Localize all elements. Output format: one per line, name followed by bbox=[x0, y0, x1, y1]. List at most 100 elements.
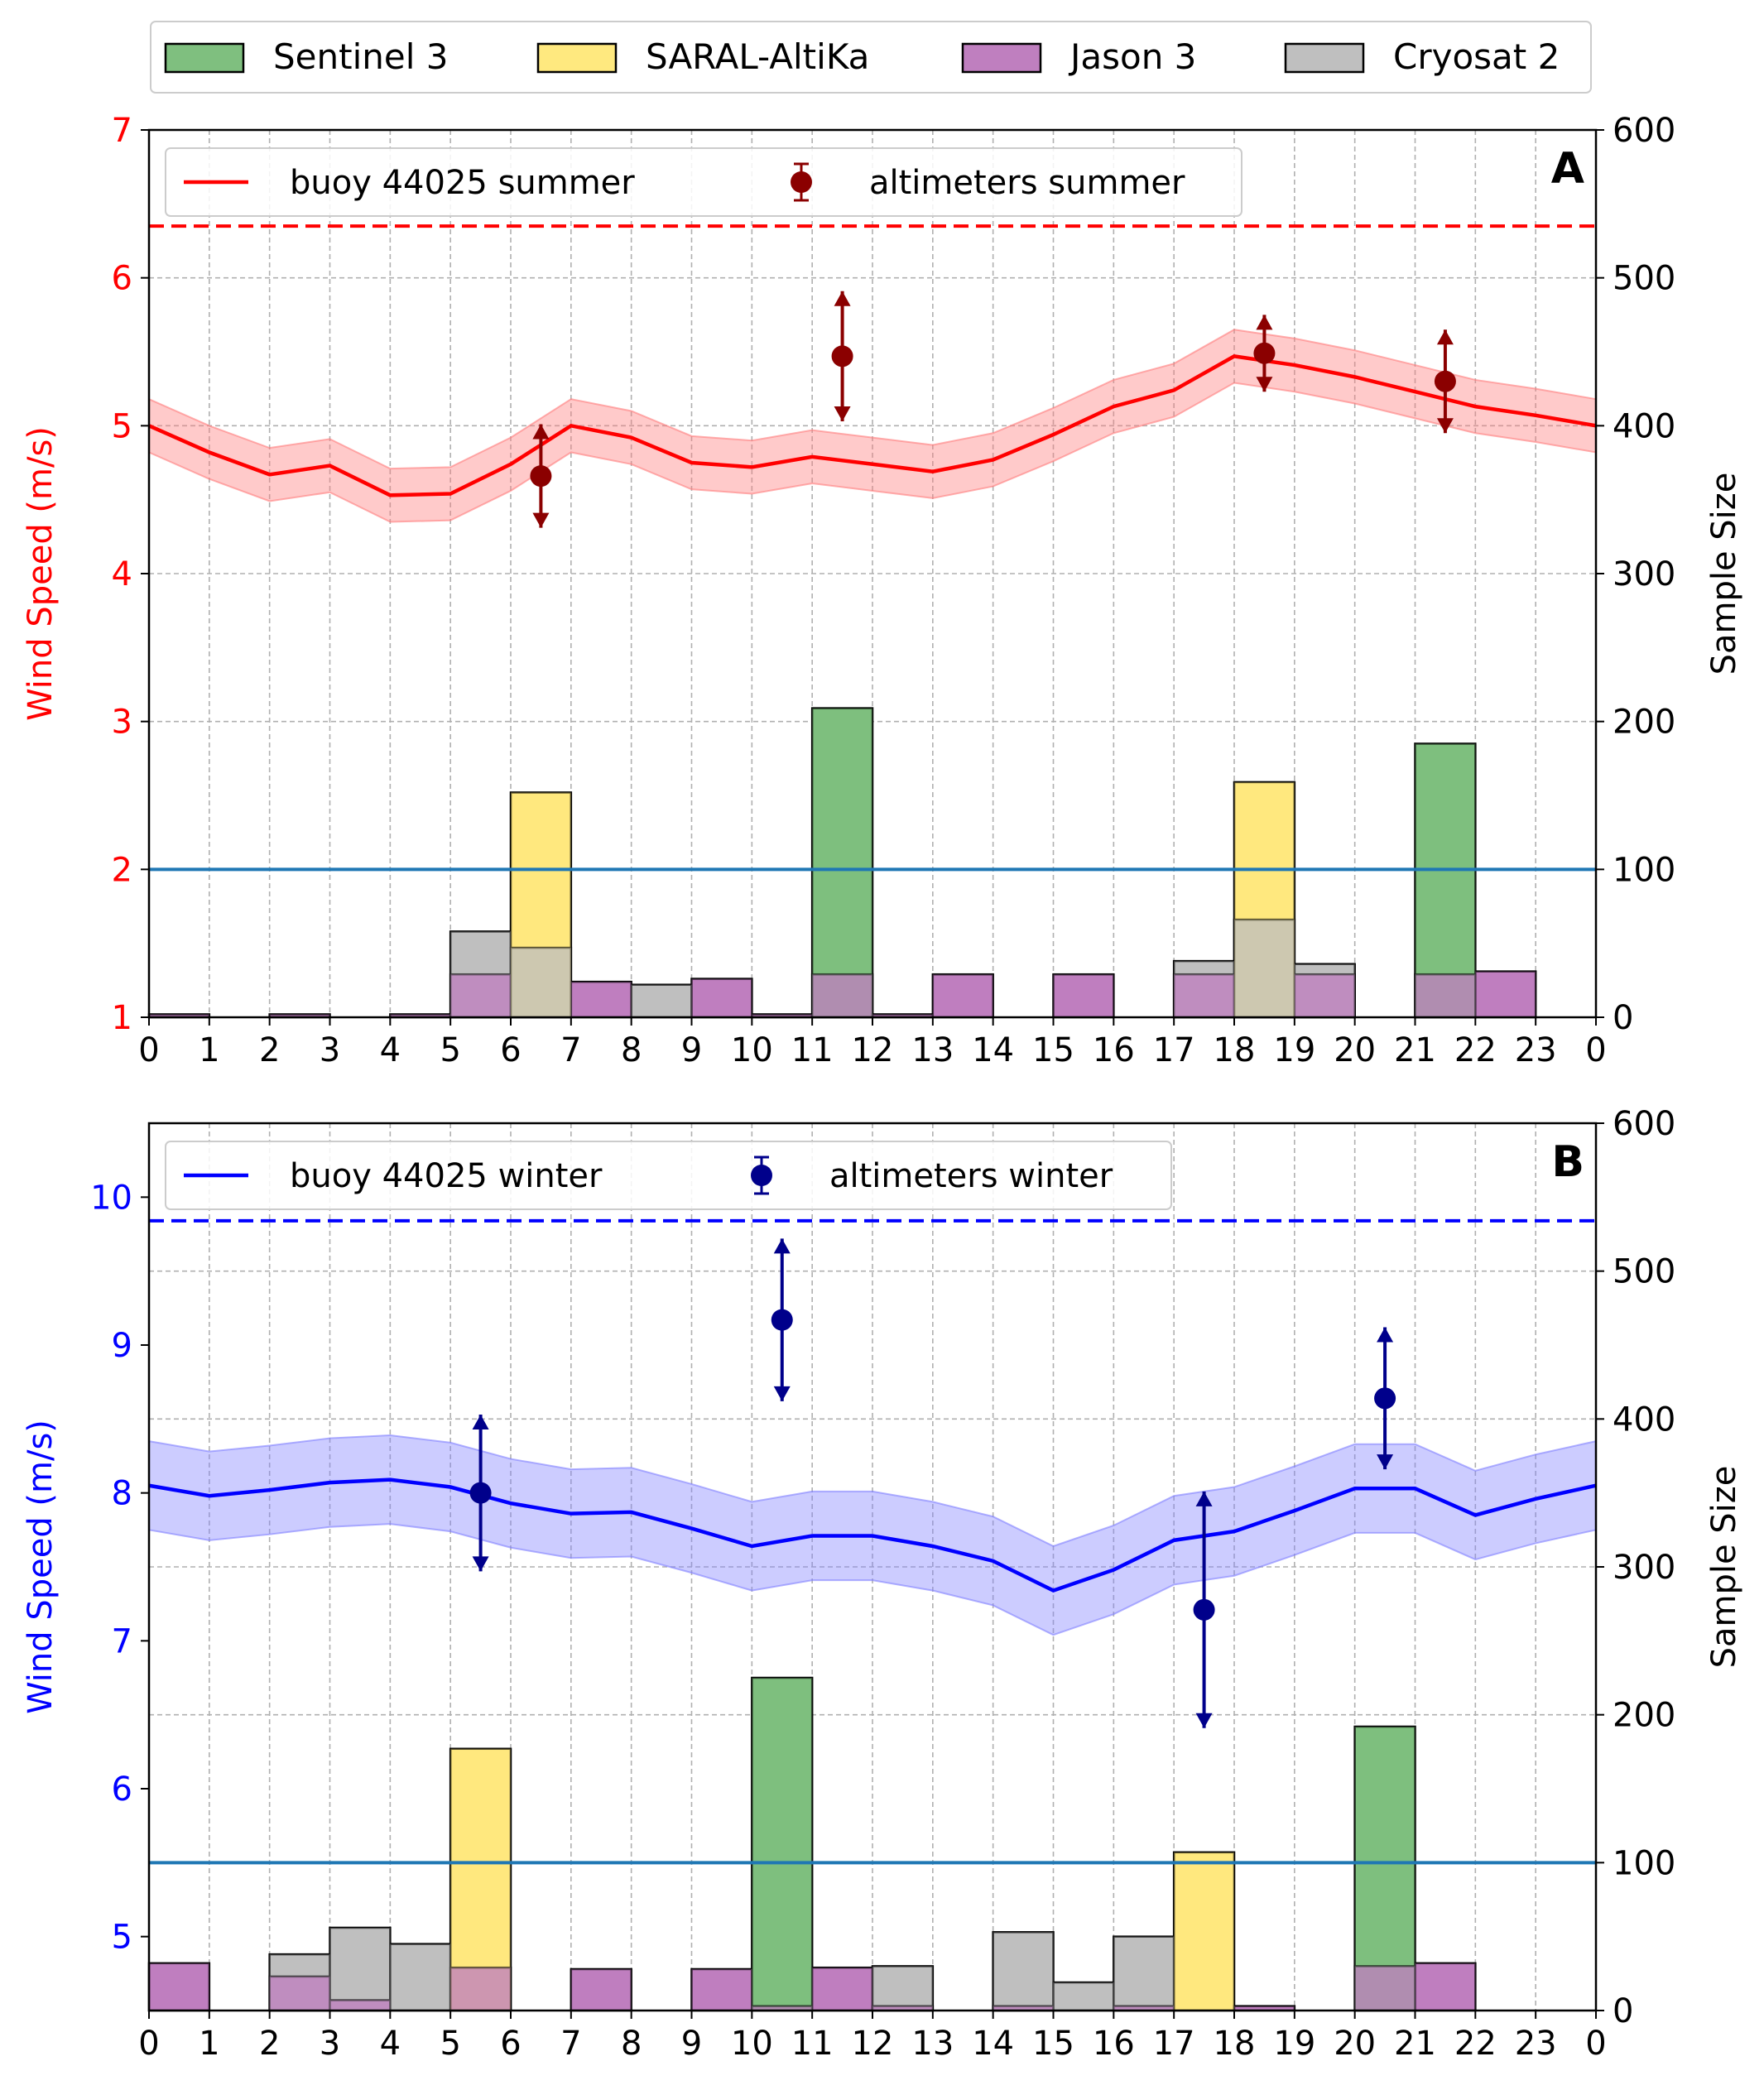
altimeter-point bbox=[530, 465, 552, 488]
x-tick-label: 11 bbox=[791, 1031, 834, 1069]
legend-label-jason-3: Jason 3 bbox=[1068, 36, 1196, 77]
x-tick-label: 0 bbox=[1585, 2025, 1606, 2063]
altimeter-point bbox=[469, 1482, 492, 1504]
bar-cryosat-2 bbox=[992, 1931, 1055, 2012]
y2-tick-label: 0 bbox=[1613, 999, 1633, 1037]
y-tick-label: 5 bbox=[112, 407, 132, 445]
legend-altimeter-marker bbox=[751, 1165, 772, 1186]
legend-swatch-sentinel-3 bbox=[164, 42, 245, 74]
bar-overlay-cryosat-2 bbox=[1053, 1982, 1114, 2011]
y2-tick-label: 400 bbox=[1613, 1401, 1675, 1439]
y2-tick-label: 600 bbox=[1613, 112, 1675, 150]
bar-overlay-jason-3 bbox=[872, 1014, 933, 1017]
x-tick-label: 23 bbox=[1515, 2025, 1557, 2063]
error-arrow-down bbox=[532, 512, 550, 528]
x-tick-label: 2 bbox=[259, 2025, 280, 2063]
panel-legend-frame bbox=[165, 1141, 1172, 1210]
bar-overlay-cryosat-2 bbox=[1113, 1936, 1175, 2011]
x-tick-label: 12 bbox=[852, 2025, 894, 2063]
error-arrow-up bbox=[1256, 315, 1273, 330]
bar-overlay-cryosat-2 bbox=[269, 1954, 330, 2011]
legend-altimeter-marker bbox=[791, 171, 812, 193]
legend-swatch-jason-3 bbox=[961, 42, 1042, 74]
x-tick-label: 1 bbox=[199, 2025, 219, 2063]
x-tick-label: 13 bbox=[911, 2025, 954, 2063]
error-arrow-up bbox=[1377, 1327, 1394, 1343]
x-tick-label: 4 bbox=[380, 1031, 401, 1069]
bar-overlay-jason-3 bbox=[450, 1967, 511, 2011]
x-tick-label: 5 bbox=[440, 1031, 460, 1069]
x-tick-label: 7 bbox=[560, 2025, 581, 2063]
bar-sentinel-3 bbox=[751, 1676, 814, 2012]
bar-overlay-jason-3 bbox=[329, 2000, 391, 2011]
y2-tick-label: 100 bbox=[1613, 851, 1675, 889]
y-tick-label: 7 bbox=[112, 112, 132, 150]
x-tick-label: 5 bbox=[440, 2025, 460, 2063]
altimeter-point bbox=[1434, 370, 1456, 392]
bar-overlay-jason-3 bbox=[691, 978, 752, 1017]
x-tick-label: 23 bbox=[1515, 1031, 1557, 1069]
panel-b: 0 1 2 3 4 5 6 7 8 9 10 11 12 13 14 15 16 17 18 19 20 21 22 23 05… bbox=[22, 1105, 1743, 2063]
x-tick-label: 3 bbox=[320, 1031, 340, 1069]
bar-cryosat-2 bbox=[329, 1926, 392, 2012]
panel-label: B bbox=[1551, 1137, 1584, 1187]
bar-overlay-jason-3 bbox=[149, 1014, 209, 1017]
bar-overlay-jason-3 bbox=[450, 974, 511, 1017]
x-tick-label: 0 bbox=[138, 1031, 159, 1069]
bar-overlay-cryosat-2 bbox=[993, 1932, 1054, 2011]
x-tick-label: 10 bbox=[731, 1031, 773, 1069]
y2-tick-label: 200 bbox=[1613, 1697, 1675, 1735]
bar-overlay-jason-3 bbox=[812, 1967, 872, 2011]
x-tick-label: 14 bbox=[972, 1031, 1014, 1069]
x-tick-label: 10 bbox=[731, 2025, 773, 2063]
bar-overlay-cryosat-2 bbox=[390, 1943, 451, 2011]
x-tick-label: 6 bbox=[500, 1031, 521, 1069]
figure-legend: Sentinel 3 SARAL-AltiKa Jason 3 Cryosat 2 bbox=[150, 21, 1592, 94]
bar-jason-3 bbox=[1414, 1962, 1477, 2012]
panel-a: 0 1 2 3 4 5 6 7 8 9 10 11 12 13 14 15 16 17 18 19 20 21 22 23 01… bbox=[22, 112, 1743, 1069]
bar-overlay-jason-3 bbox=[993, 2006, 1054, 2011]
legend-swatch-saral-altika bbox=[536, 42, 618, 74]
bar-overlay-jason-3 bbox=[570, 1968, 632, 2011]
buoy-series-line bbox=[148, 1477, 1597, 1593]
bar-overlay-cryosat-2 bbox=[329, 1927, 391, 2011]
panel-label: A bbox=[1551, 144, 1584, 194]
bar-overlay-jason-3 bbox=[1113, 2006, 1175, 2011]
x-tick-label: 21 bbox=[1394, 1031, 1436, 1069]
bar-overlay-jason-3 bbox=[812, 974, 872, 1017]
bar-overlay-saral-altika bbox=[450, 1748, 511, 2011]
figure-legend-frame bbox=[150, 21, 1592, 94]
bar-overlay-jason-3 bbox=[1354, 1966, 1416, 2011]
y-tick-label: 4 bbox=[112, 555, 132, 593]
legend-buoy-label: buoy 44025 winter bbox=[290, 1157, 603, 1195]
error-arrow-down bbox=[1436, 418, 1454, 434]
bar-overlay-cryosat-2 bbox=[1294, 963, 1355, 1017]
x-tick-label: 17 bbox=[1153, 2025, 1195, 2063]
error-arrow-up bbox=[1436, 329, 1454, 345]
altimeter-point bbox=[771, 1309, 793, 1331]
error-arrow-down bbox=[472, 1556, 489, 1572]
bar-overlay-jason-3 bbox=[1475, 971, 1536, 1017]
x-tick-label: 18 bbox=[1214, 1031, 1256, 1069]
x-tick-label: 20 bbox=[1334, 2025, 1376, 2063]
y2-tick-label: 0 bbox=[1613, 1992, 1633, 2030]
x-tick-label: 15 bbox=[1032, 2025, 1074, 2063]
x-tick-label: 20 bbox=[1334, 1031, 1376, 1069]
bar-cryosat-2 bbox=[871, 1965, 935, 2012]
altimeter-point bbox=[1374, 1387, 1396, 1410]
error-arrow-down bbox=[1256, 377, 1273, 392]
x-tick-label: 22 bbox=[1454, 2025, 1497, 2063]
altimeter-point bbox=[831, 345, 853, 368]
error-arrow-down bbox=[834, 406, 851, 421]
altimeter-point bbox=[1193, 1598, 1215, 1621]
bar-cryosat-2 bbox=[1113, 1935, 1175, 2012]
bar-jason-3 bbox=[570, 1967, 632, 2012]
altimeter-point bbox=[1253, 342, 1276, 364]
x-tick-label: 22 bbox=[1454, 1031, 1497, 1069]
y2-tick-label: 300 bbox=[1613, 1549, 1675, 1587]
x-tick-label: 0 bbox=[1585, 1031, 1606, 1069]
bar-overlay-jason-3 bbox=[1415, 1963, 1476, 2011]
bar-jason-3 bbox=[690, 978, 753, 1019]
y2-axis-title: Sample Size bbox=[1705, 1466, 1743, 1669]
error-arrow-up bbox=[834, 291, 851, 306]
